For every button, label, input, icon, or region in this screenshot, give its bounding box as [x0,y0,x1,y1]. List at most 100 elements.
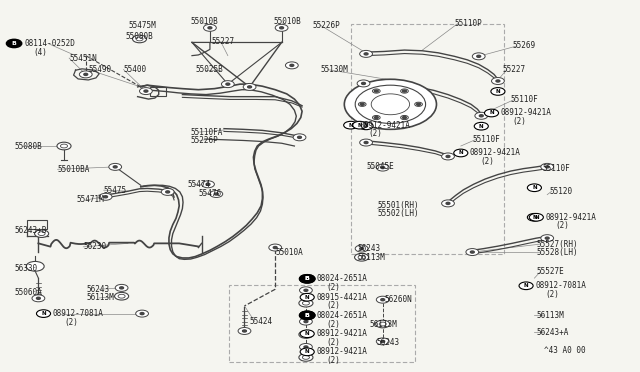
Circle shape [376,338,389,345]
Circle shape [417,103,420,105]
Text: (2): (2) [512,117,526,126]
Circle shape [109,163,122,170]
Text: (2): (2) [556,221,570,231]
Text: 56230: 56230 [83,242,106,251]
Circle shape [140,88,152,94]
Circle shape [360,51,372,57]
Text: B: B [305,276,310,281]
Text: 55110F: 55110F [472,135,500,144]
Text: N: N [532,185,537,190]
Circle shape [273,247,277,248]
Circle shape [104,196,108,198]
Bar [150,87,166,96]
Circle shape [355,253,369,261]
Circle shape [477,55,481,57]
Circle shape [226,83,230,85]
Text: 56243: 56243 [357,244,380,253]
Text: 55010BA: 55010BA [58,165,90,174]
Circle shape [360,247,364,250]
Text: 55227: 55227 [502,65,525,74]
Text: 08024-2651A: 08024-2651A [316,311,367,320]
Circle shape [214,193,218,195]
Circle shape [136,37,143,41]
Text: 55502(LH): 55502(LH) [378,209,419,218]
Text: 55130M: 55130M [320,65,348,74]
Circle shape [32,295,45,302]
Circle shape [470,251,474,253]
Text: 55110FA: 55110FA [191,128,223,137]
Circle shape [358,255,365,259]
Text: 55080B: 55080B [14,141,42,151]
Text: 55080B: 55080B [125,32,153,41]
Text: (4): (4) [33,48,47,57]
Circle shape [529,214,543,221]
Circle shape [381,299,385,301]
Circle shape [221,81,234,88]
Circle shape [355,245,368,252]
Circle shape [401,89,408,93]
Circle shape [144,90,148,92]
Text: ^43 A0 00: ^43 A0 00 [544,346,586,355]
Text: 08915-4421A: 08915-4421A [316,293,367,302]
Circle shape [302,333,309,336]
Text: N: N [524,283,529,288]
Text: (2): (2) [326,356,340,365]
Text: B: B [12,41,17,46]
Circle shape [454,149,468,157]
Text: 56113M: 56113M [86,294,114,302]
Text: (2): (2) [326,283,340,292]
Text: 55025B: 55025B [195,65,223,74]
Circle shape [132,35,147,43]
Circle shape [442,200,454,207]
Circle shape [362,82,365,84]
Text: 08912-7081A: 08912-7081A [52,309,103,318]
Text: 08912-7081A: 08912-7081A [535,281,586,290]
Circle shape [275,24,288,31]
Circle shape [300,311,315,320]
Text: 56243: 56243 [376,338,399,347]
Circle shape [304,346,308,348]
Text: 55490: 55490 [88,65,111,74]
Text: (2): (2) [545,290,559,299]
Text: 56260N: 56260N [384,295,412,304]
Text: 55451N: 55451N [69,54,97,62]
Text: B: B [305,276,310,281]
Text: 55501(RH): 55501(RH) [378,201,419,209]
Text: 08024-2651A: 08024-2651A [316,274,367,283]
Circle shape [115,292,129,300]
Circle shape [204,24,216,31]
Circle shape [374,116,378,119]
Circle shape [300,311,315,320]
Circle shape [280,27,284,29]
Circle shape [243,330,246,332]
Circle shape [57,142,71,150]
Circle shape [355,85,426,124]
Circle shape [353,121,367,129]
Circle shape [403,116,406,119]
Circle shape [360,139,372,146]
Circle shape [300,348,314,356]
Text: N: N [458,150,463,155]
Circle shape [541,163,554,170]
Text: 55227: 55227 [211,37,234,46]
Circle shape [492,77,504,84]
Text: 55528(LH): 55528(LH) [536,248,578,257]
Circle shape [372,115,380,120]
Text: 55424: 55424 [250,317,273,326]
Text: 55474: 55474 [188,180,211,189]
Text: 08912-9421A: 08912-9421A [500,109,551,118]
Circle shape [446,155,450,157]
Text: 56113M: 56113M [370,320,397,328]
Circle shape [210,190,223,198]
Text: 55110P: 55110P [454,19,482,28]
Text: 55400: 55400 [124,65,147,74]
Text: (2): (2) [64,318,78,327]
Circle shape [113,166,117,168]
Circle shape [6,39,22,48]
Text: 55110F: 55110F [511,94,538,103]
Circle shape [472,53,485,60]
Circle shape [299,299,313,307]
Text: 08912-9421A: 08912-9421A [470,148,520,157]
Text: (2): (2) [326,338,340,347]
Text: N: N [305,349,310,355]
